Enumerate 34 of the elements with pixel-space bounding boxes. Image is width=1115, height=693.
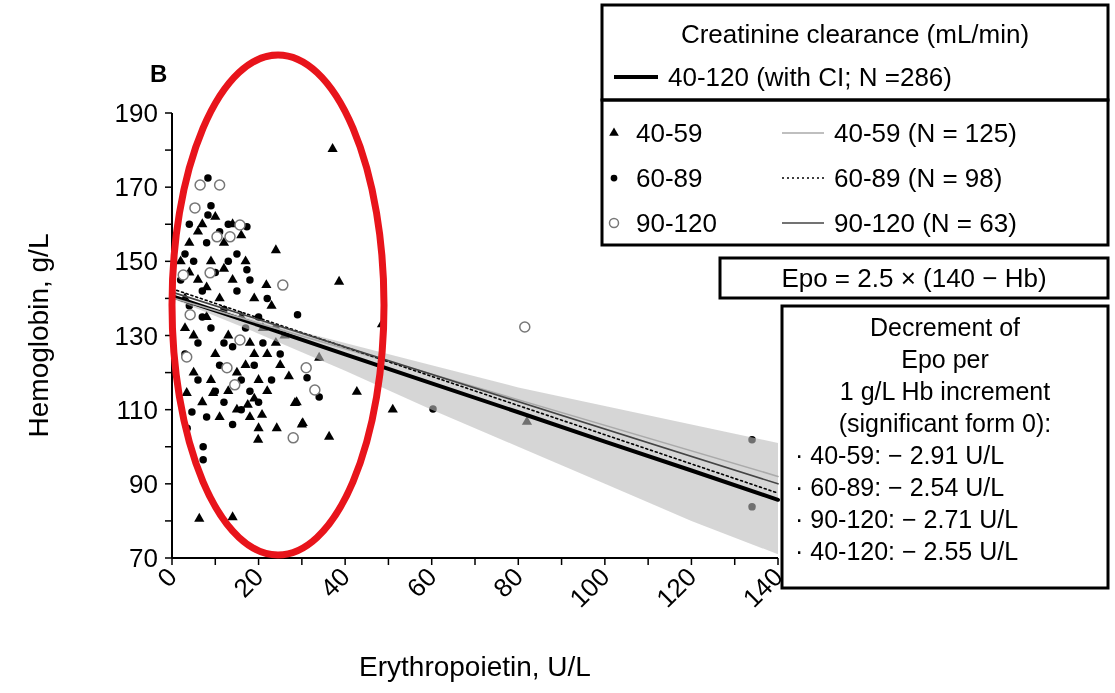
text: Epo per [901, 344, 989, 373]
text: Epo = 2.5 × (140 − Hb) [781, 263, 1047, 294]
chart-title: B [150, 60, 168, 87]
y-tick-label: 190 [114, 98, 158, 129]
legend-label: 60-89 (N = 98) [834, 163, 1003, 194]
text: · 40-120: − 2.55 U/L [795, 536, 1019, 565]
legend-title: Creatinine clearance (mL/min) [680, 19, 1030, 49]
x-tick-label: 40 [314, 561, 356, 604]
x-tick-label: 20 [227, 561, 270, 604]
text: Decrement of [869, 312, 1021, 341]
text: · 60-89: − 2.54 U/L [795, 472, 1005, 501]
y-tick-label: 70 [129, 543, 158, 574]
y-tick-label: 170 [114, 172, 158, 203]
y-axis-title: Hemoglobin, g/L [23, 233, 54, 438]
legend-label: 60-89 [636, 163, 703, 194]
text: 1 g/L Hb increment [839, 376, 1051, 405]
legend-label: 90-120 (N = 63) [834, 208, 1017, 239]
legend-label: 40-59 (N = 125) [834, 118, 1017, 149]
x-tick-label: 140 [736, 561, 789, 614]
text: · 90-120: − 2.71 U/L [795, 504, 1019, 533]
y-tick-label: 150 [114, 246, 158, 277]
text: (significant form 0): [838, 408, 1052, 437]
legend-label: 90-120 [636, 208, 717, 239]
y-tick-label: 90 [129, 468, 158, 499]
text: · 40-59: − 2.91 U/L [795, 440, 1005, 469]
y-tick-label: 130 [114, 320, 158, 351]
x-axis-title: Erythropoietin, U/L [359, 651, 591, 682]
x-tick-label: 60 [400, 561, 443, 604]
legend-label: 40-59 [636, 118, 703, 149]
legend-label: 40-120 (with CI; N =286) [668, 62, 952, 93]
y-tick-label: 110 [116, 394, 158, 425]
x-tick-label: 80 [487, 561, 529, 604]
x-tick-label: 120 [650, 561, 703, 614]
x-tick-label: 100 [563, 561, 616, 614]
